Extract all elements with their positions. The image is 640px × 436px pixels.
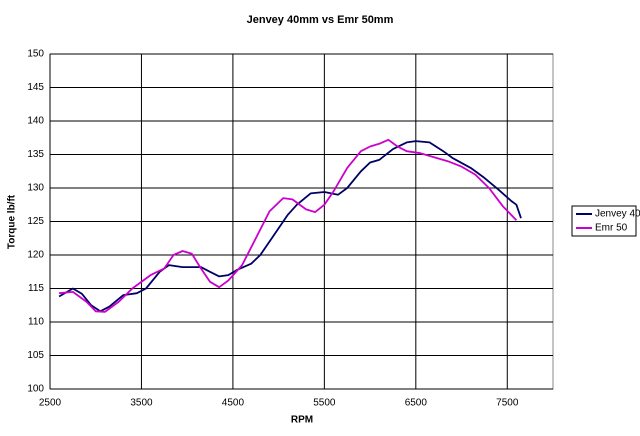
legend-label: Emr 50 <box>595 223 628 234</box>
y-tick-label: 145 <box>27 82 44 93</box>
y-axis-label: Torque lb/ft <box>7 194 18 249</box>
series-line <box>58 140 522 313</box>
y-tick-label: 100 <box>27 384 44 395</box>
x-tick-label: 5500 <box>313 398 336 409</box>
y-tick-label: 140 <box>27 116 44 127</box>
x-axis-label: RPM <box>291 415 313 426</box>
y-tick-label: 115 <box>28 283 44 294</box>
series-line <box>59 138 518 313</box>
legend <box>571 205 637 237</box>
y-tick-label: 120 <box>27 250 44 261</box>
x-tick-label: 4500 <box>222 398 245 409</box>
y-tick-label: 105 <box>27 350 44 361</box>
chart-title: Jenvey 40mm vs Emr 50mm <box>247 14 394 26</box>
y-tick-label: 135 <box>27 149 44 160</box>
x-tick-label: 7500 <box>496 398 519 409</box>
x-tick-label: 6500 <box>405 398 428 409</box>
y-tick-label: 150 <box>27 49 44 60</box>
y-tick-label: 110 <box>28 317 44 328</box>
x-tick-label: 2500 <box>39 398 62 409</box>
legend-label: Jenvey 40 <box>595 209 640 220</box>
y-tick-label: 125 <box>27 216 44 227</box>
x-tick-label: 3500 <box>130 398 153 409</box>
y-tick-label: 130 <box>27 183 44 194</box>
